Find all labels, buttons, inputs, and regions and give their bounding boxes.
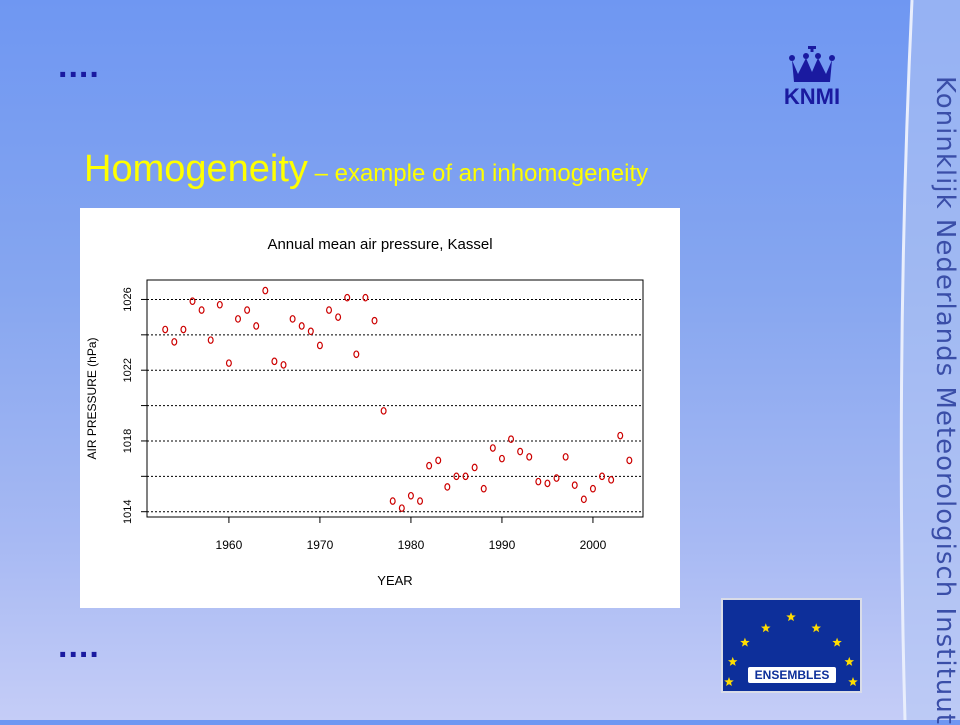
data-point [626,456,633,465]
data-point [580,495,587,504]
title-subtitle: – example of an inhomogeneity [307,160,649,187]
x-tick-label: 1980 [398,538,425,552]
y-tick-label: 1022 [122,358,134,382]
eu-star-icon [761,623,771,633]
data-point [407,491,414,500]
slide-title: Homogeneity – example of an inhomogeneit… [84,148,648,191]
data-point [244,306,251,314]
data-point [426,461,433,470]
data-point [262,286,269,295]
eu-stars-icon [724,612,858,687]
data-point [198,306,205,314]
data-point [344,293,351,302]
x-tick-label: 2000 [580,538,607,552]
data-point [216,300,223,309]
data-point [180,325,187,334]
data-point [589,484,596,493]
x-axis-label: YEAR [377,573,412,588]
data-point [599,472,606,481]
eu-star-icon [811,623,821,633]
data-point [253,322,260,330]
data-point [371,316,378,325]
scatter-chart: Annual mean air pressure, Kassel 1014 1018… [85,236,644,588]
data-point [398,504,405,512]
data-point [617,431,624,440]
data-point [289,315,296,323]
data-point [571,481,578,489]
data-point [508,435,515,443]
data-point [544,479,551,488]
data-point [271,357,278,366]
data-point [298,322,305,330]
ensembles-logo: ENSEMBLES [721,598,862,693]
y-tick-label: 1018 [122,429,134,453]
data-point [225,359,232,367]
data-point [389,497,396,505]
data-point [380,407,387,415]
data-point [462,472,469,481]
data-point [326,306,333,314]
data-point [280,361,287,369]
y-tick-label: 1026 [122,287,134,311]
data-point [316,341,323,350]
bullet-dots-bottom: .... [58,627,100,665]
eu-star-icon [724,677,734,687]
data-point [162,325,169,334]
data-point [517,447,524,456]
data-point [417,497,424,505]
x-tick-label: 1990 [489,538,516,552]
data-point [498,454,505,463]
data-point [535,477,542,486]
data-point [471,463,478,472]
knmi-logo-text: KNMI [783,84,841,109]
eu-star-icon [740,637,750,647]
bullet-dots-top: .... [58,47,100,85]
chart-container: Annual mean air pressure, Kassel 1014 1018… [80,208,680,608]
data-point [235,315,242,323]
data-point [480,484,487,493]
data-point [335,313,342,321]
data-point [307,327,314,336]
eu-star-icon [786,612,796,622]
data-point [453,472,460,481]
data-point [207,336,214,344]
data-point [362,293,369,302]
eu-star-icon [727,656,738,666]
data-point [553,474,560,482]
title-main: Homogeneity [84,148,308,190]
data-point [444,483,451,491]
data-point [608,476,615,484]
eu-star-icon [848,677,858,687]
data-point [171,338,178,346]
organization-name-vertical: Koninklijk Nederlands Meteorologisch Ins… [930,76,960,725]
data-point [526,453,533,461]
knmi-crown-icon [789,46,835,82]
data-point [353,350,360,359]
data-point [489,444,496,452]
data-point [189,297,196,306]
y-tick-label: 1014 [122,499,134,523]
x-tick-label: 1970 [307,538,334,552]
plot-frame [146,279,644,518]
eu-star-icon [832,637,842,647]
data-point [562,453,569,461]
x-tick-label: 1960 [216,538,243,552]
ensembles-logo-text: ENSEMBLES [748,667,836,683]
chart-title: Annual mean air pressure, Kassel [267,236,492,253]
data-point [435,456,442,465]
eu-star-icon [844,656,855,666]
y-axis-label: AIR PRESSURE (hPa) [85,337,99,459]
